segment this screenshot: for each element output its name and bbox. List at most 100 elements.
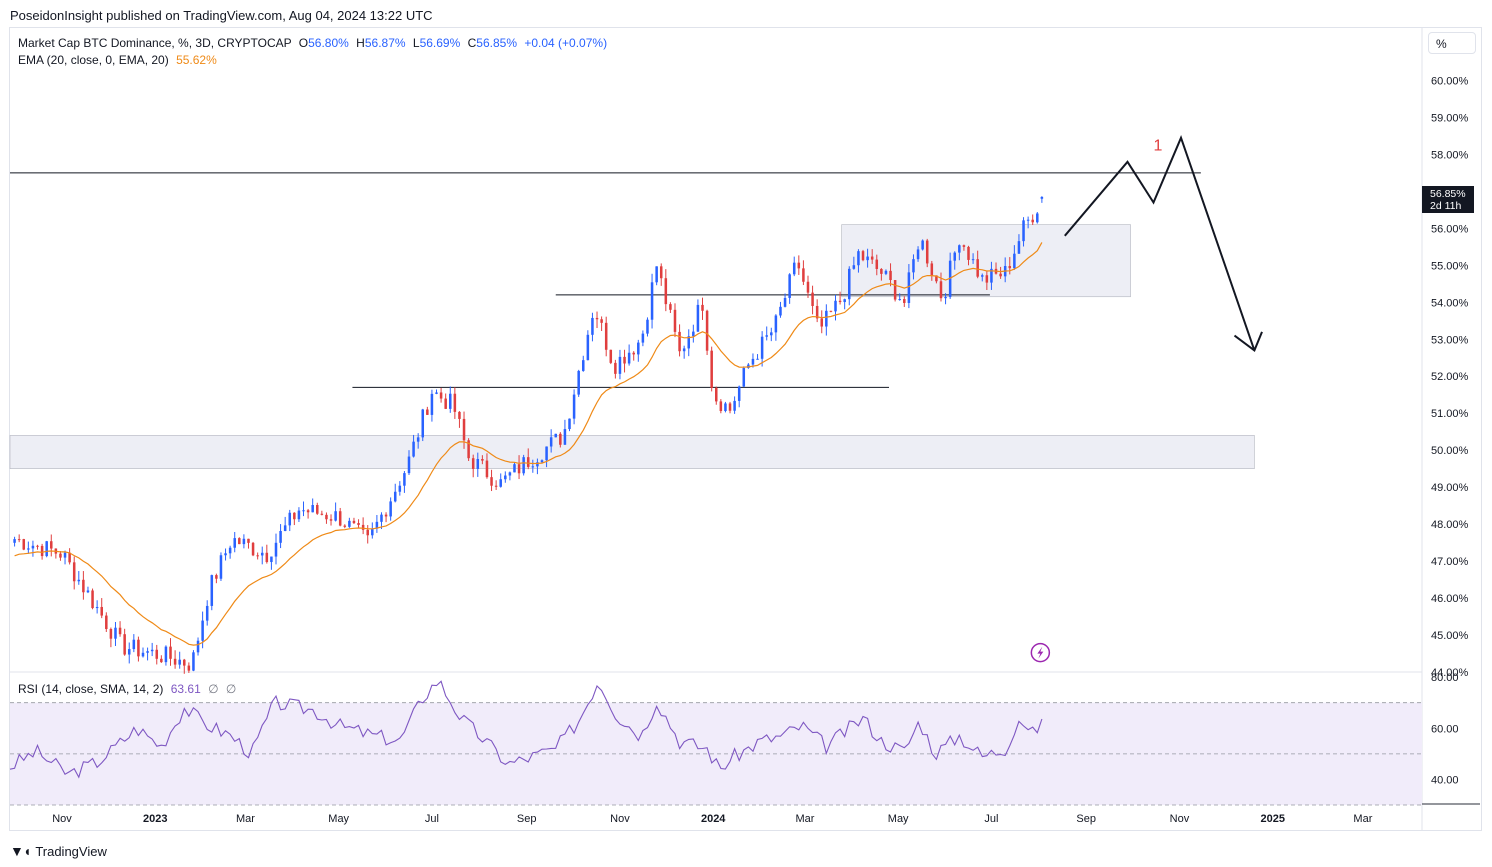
candle-body: [205, 605, 209, 621]
candle-body: [811, 292, 814, 306]
candle-body: [600, 319, 603, 323]
time-tick-label: Sep: [517, 813, 537, 825]
candle-body: [526, 457, 530, 467]
price-tick-label: 47.00%: [1431, 556, 1469, 568]
candle-body: [183, 659, 186, 666]
candle-body: [549, 437, 553, 447]
candle-body: [870, 256, 874, 260]
candle-body: [637, 342, 640, 355]
candle-body: [242, 538, 246, 545]
candle-body: [348, 520, 351, 527]
candle-body: [669, 304, 672, 310]
projection-path[interactable]: 1: [1030, 135, 1263, 663]
candle-body: [274, 542, 278, 557]
last-price: 56.85%: [1430, 188, 1466, 200]
candle-body: [375, 521, 379, 529]
candle-body: [219, 555, 223, 579]
candle-body: [591, 317, 594, 335]
price-tick-label: 48.00%: [1431, 519, 1469, 531]
candle-body: [86, 590, 90, 593]
percent-scale-button[interactable]: %: [1428, 32, 1476, 54]
candles: [13, 196, 1044, 674]
candle-body: [279, 531, 282, 543]
candle-body: [939, 281, 943, 299]
rsi-legend: RSI (14, close, SMA, 14, 2) 63.61 ∅ ∅: [18, 682, 236, 696]
candle-body: [614, 362, 617, 374]
candle-body: [577, 370, 580, 395]
price-tick-label: 45.00%: [1431, 630, 1469, 642]
candle-body: [760, 336, 764, 359]
price-tick-label: 56.00%: [1431, 223, 1469, 235]
projection-arrowhead: [1233, 331, 1263, 352]
candle-body: [215, 575, 218, 579]
candle-body: [17, 539, 21, 541]
candle-body: [329, 519, 333, 521]
candle-body: [233, 538, 236, 548]
candle-body: [467, 440, 470, 459]
candle-body: [687, 336, 691, 349]
candle-body: [921, 240, 924, 250]
candle-body: [866, 256, 869, 261]
price-tick-label: 60.00%: [1431, 75, 1469, 87]
horizontal-lines[interactable]: [10, 172, 1201, 388]
candle-body: [719, 401, 723, 412]
candle-body: [820, 318, 824, 327]
candle-body: [27, 548, 30, 550]
candle-body: [724, 403, 727, 412]
candle-body: [311, 505, 314, 513]
candle-body: [462, 418, 466, 441]
candle-body: [444, 398, 447, 409]
close-label: C: [467, 36, 477, 50]
time-tick-label: Mar: [1353, 813, 1372, 825]
candle-body: [352, 520, 356, 524]
candle-body: [471, 458, 475, 469]
candle-body: [1017, 241, 1021, 254]
candle-body: [499, 479, 502, 487]
candle-body: [517, 464, 521, 474]
candle-body: [118, 627, 122, 635]
price-tick-label: 58.00%: [1431, 149, 1469, 161]
high-value: 56.87%: [364, 36, 406, 50]
candle-body: [1040, 196, 1044, 199]
time-tick-label: Jul: [984, 813, 998, 825]
candle-body: [641, 333, 645, 343]
rsi-label: RSI (14, close, SMA, 14, 2): [18, 682, 164, 696]
candle-body: [779, 306, 782, 316]
candle-body: [173, 658, 177, 665]
ema-polyline: [14, 242, 1043, 646]
candle-body: [513, 464, 516, 473]
candle-body: [63, 552, 67, 558]
candle-body: [439, 392, 443, 399]
candle-body: [554, 433, 558, 438]
rsi-value: 63.61: [170, 682, 201, 696]
candle-body: [971, 259, 975, 261]
candle-body: [316, 505, 319, 514]
candle-body: [508, 472, 512, 476]
candle-body: [127, 649, 131, 655]
price-tick-label: 54.00%: [1431, 297, 1469, 309]
candle-body: [545, 446, 548, 461]
candle-body: [806, 281, 810, 293]
symbol-title: Market Cap BTC Dominance, %, 3D, CRYPTOC…: [18, 36, 292, 50]
candle-body: [481, 459, 484, 461]
price-tick-label: 59.00%: [1431, 112, 1469, 124]
rsi-extra-2: ∅: [225, 682, 237, 696]
candle-body: [834, 300, 837, 312]
low-value: 56.69%: [419, 36, 461, 50]
candle-body: [568, 418, 571, 430]
main-legend: Market Cap BTC Dominance, %, 3D, CRYPTOC…: [18, 36, 607, 50]
candle-body: [137, 639, 140, 657]
candle-body: [962, 245, 966, 247]
candle-body: [449, 393, 452, 409]
wave-label: 1: [1153, 138, 1162, 155]
candle-body: [967, 246, 970, 260]
candle-body: [999, 273, 1002, 277]
candle-body: [77, 579, 81, 582]
candle-body: [659, 266, 663, 279]
tradingview-footer[interactable]: ▼◖ TradingView: [10, 843, 107, 859]
candle-body: [673, 309, 677, 332]
candle-body: [224, 553, 227, 556]
candle-body: [531, 466, 535, 468]
candle-body: [751, 358, 755, 365]
